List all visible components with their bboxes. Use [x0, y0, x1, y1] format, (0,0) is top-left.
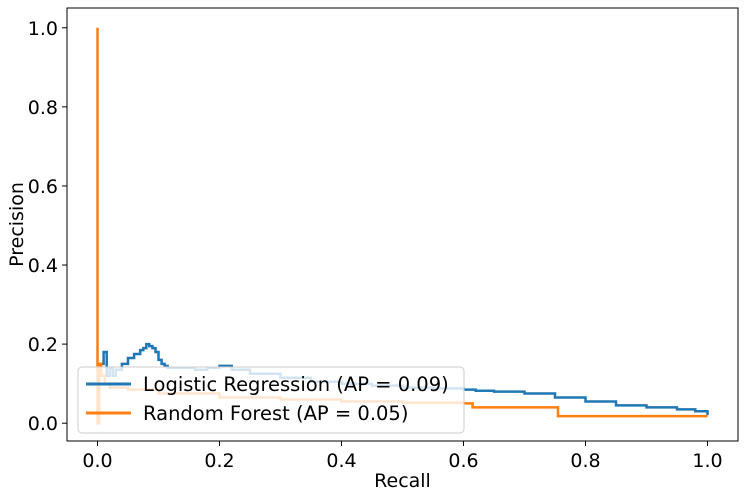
- x-tick-label: 0.8: [570, 450, 600, 472]
- y-tick-label: 0.0: [28, 413, 58, 435]
- x-tick-label: 0.0: [82, 450, 112, 472]
- y-axis-ticks: 0.0 0.2 0.4 0.6 0.8 1.0: [28, 18, 67, 435]
- y-axis-label: Precision: [6, 182, 28, 267]
- legend-label-random-forest: Random Forest (AP = 0.05): [143, 402, 408, 425]
- y-tick-label: 0.4: [28, 255, 58, 277]
- legend-label-logistic-regression: Logistic Regression (AP = 0.09): [143, 373, 449, 396]
- legend-box: [77, 366, 465, 434]
- x-axis-ticks: 0.0 0.2 0.4 0.6 0.8 1.0: [82, 441, 723, 472]
- y-tick-label: 0.8: [28, 97, 58, 119]
- x-tick-label: 0.4: [326, 450, 356, 472]
- x-tick-label: 0.6: [448, 450, 478, 472]
- x-tick-label: 0.2: [204, 450, 234, 472]
- plot-frame: [66, 7, 739, 442]
- x-axis-label: Recall: [374, 470, 431, 492]
- legend: Logistic Regression (AP = 0.09) Random F…: [77, 366, 465, 434]
- y-tick-label: 0.2: [28, 334, 58, 356]
- x-tick-label: 1.0: [692, 450, 722, 472]
- y-tick-label: 0.6: [28, 176, 58, 198]
- y-tick-label: 1.0: [28, 18, 58, 40]
